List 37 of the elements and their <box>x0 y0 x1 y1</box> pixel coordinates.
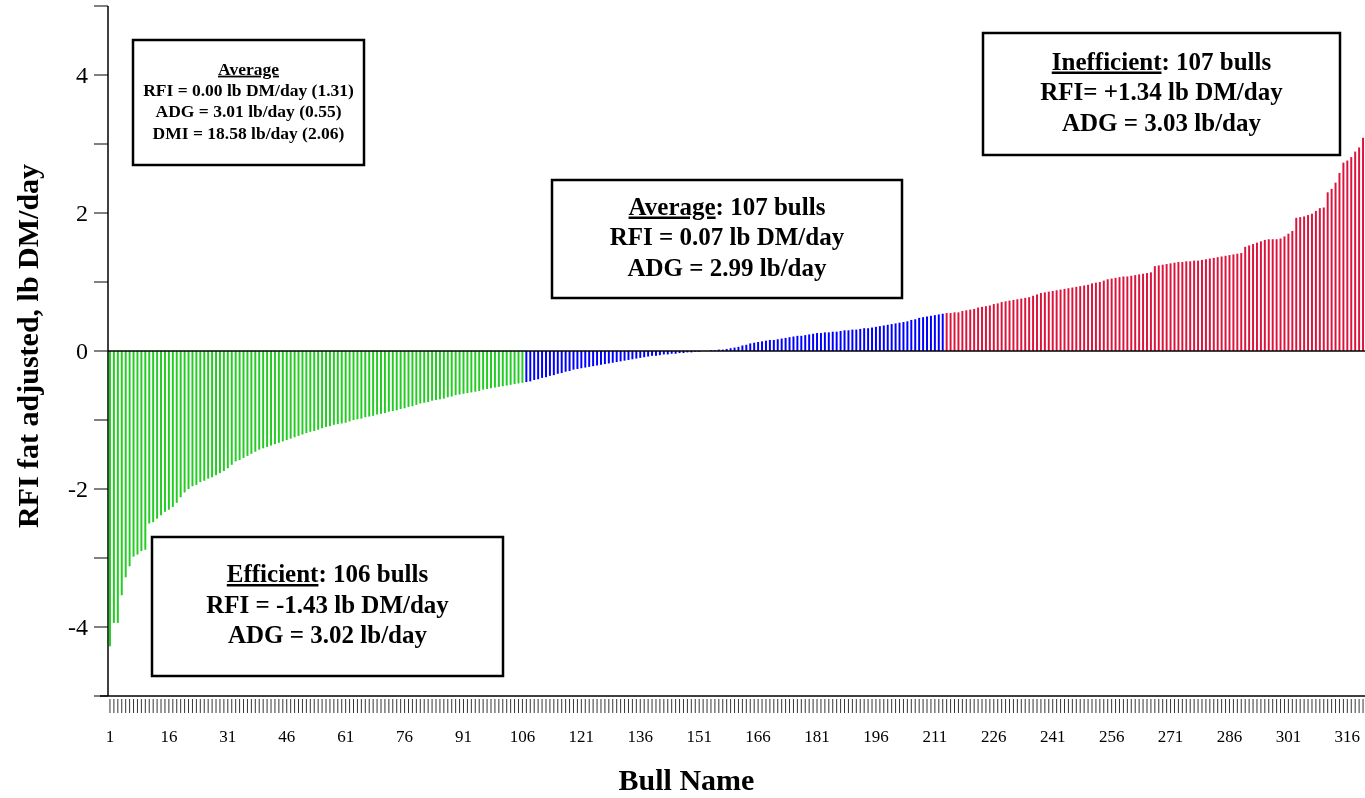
x-tick-label: 1 <box>105 727 115 746</box>
x-tick-label: 121 <box>568 727 595 746</box>
x-tick-label: 286 <box>1216 727 1243 746</box>
y-tick-label: 2 <box>76 200 88 227</box>
annotation: Average RFI = 0.00 lb DM/day (1.31) ADG = 3.01 lb/day (0.55) DMI = 18.58 lb/day (2.06) <box>143 58 355 143</box>
x-tick-label: 166 <box>745 727 771 746</box>
x-tick-label: 91 <box>455 727 472 746</box>
x-tick-label: 241 <box>1039 727 1066 746</box>
annotation: Inefficient: 107 bulls RFI= +1.34 lb DM/day ADG = 3.03 lb/day <box>1040 47 1284 136</box>
text-box: Average RFI = 0.00 lb DM/day (1.31) ADG = 3.01 lb/day (0.55) DMI = 18.58 lb/day (2.06) <box>131 38 366 167</box>
y-tick-label: 4 <box>76 62 88 89</box>
x-tick-label: 136 <box>627 727 654 746</box>
x-tick-label: 271 <box>1157 727 1184 746</box>
x-tick-label: 316 <box>1334 727 1361 746</box>
x-tick-label: 256 <box>1098 727 1125 746</box>
x-tick-label: 61 <box>337 727 355 746</box>
x-tick-label: 301 <box>1275 727 1302 746</box>
x-tick-label: 31 <box>219 727 237 746</box>
x-tick-label: 181 <box>804 727 830 746</box>
y-tick-label: -2 <box>68 476 88 503</box>
x-tick-label: 151 <box>686 727 712 746</box>
text-box: Inefficient: 107 bulls RFI= +1.34 lb DM/day ADG = 3.03 lb/day <box>981 31 1342 157</box>
text-box: Efficient: 106 bulls RFI = -1.43 lb DM/day ADG = 3.02 lb/day <box>150 535 505 678</box>
y-tick-label: -4 <box>68 614 88 641</box>
text-box: Average: 107 bulls RFI = 0.07 lb DM/day ADG = 2.99 lb/day <box>550 178 904 300</box>
y-tick-label: 0 <box>76 338 88 365</box>
x-tick-label: 106 <box>509 727 536 746</box>
x-axis-title: Bull Name <box>618 763 755 796</box>
x-tick-label: 196 <box>863 727 889 746</box>
x-tick-label: 211 <box>922 727 948 746</box>
x-tick-label: 226 <box>981 727 1007 746</box>
annotation: Efficient: 106 bulls RFI = -1.43 lb DM/day ADG = 3.02 lb/day <box>206 560 450 648</box>
y-axis-title: RFI fat adjusted, lb DM/day <box>11 163 44 529</box>
x-tick-label: 76 <box>396 727 414 746</box>
annotation: Average: 107 bulls RFI = 0.07 lb DM/day ADG = 2.99 lb/day <box>609 192 845 281</box>
x-tick-label: 16 <box>160 727 178 746</box>
x-tick-label: 46 <box>278 727 296 746</box>
